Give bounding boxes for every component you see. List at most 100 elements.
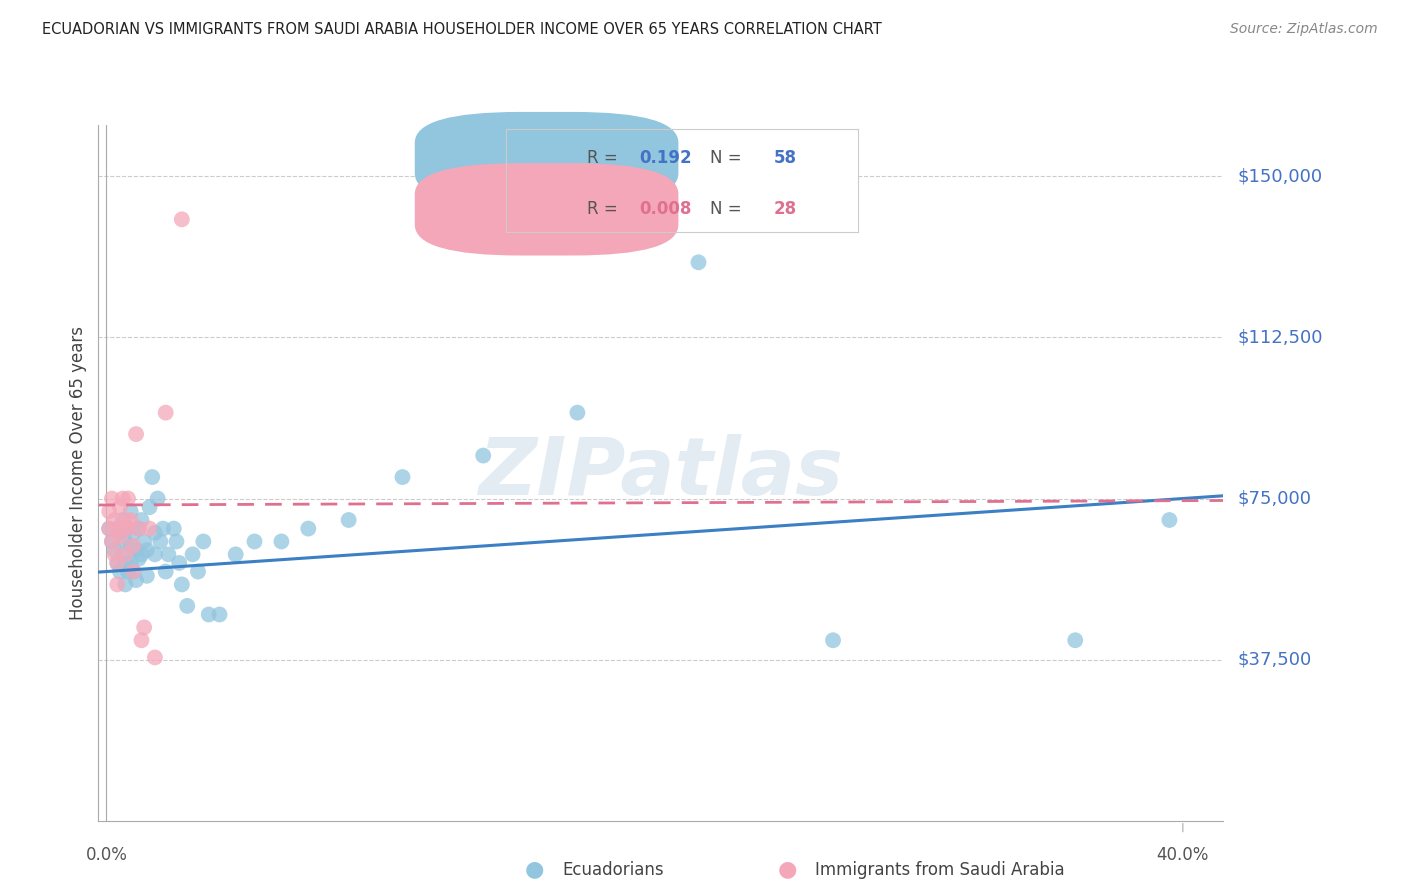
- Text: N =: N =: [710, 201, 747, 219]
- Text: $112,500: $112,500: [1237, 328, 1323, 346]
- Text: R =: R =: [588, 149, 623, 167]
- Point: [155, 565, 177, 579]
- Point: [122, 565, 145, 579]
- Point: [128, 551, 150, 566]
- Point: [193, 534, 215, 549]
- Point: [131, 513, 153, 527]
- Point: [114, 577, 136, 591]
- Point: [157, 547, 180, 561]
- Point: [243, 534, 266, 549]
- Point: [170, 212, 193, 227]
- Point: [98, 522, 121, 536]
- Text: $37,500: $37,500: [1237, 650, 1312, 669]
- Text: ZIPatlas: ZIPatlas: [478, 434, 844, 512]
- Point: [117, 522, 139, 536]
- Text: 58: 58: [773, 149, 796, 167]
- Point: [98, 504, 121, 518]
- Point: [170, 577, 193, 591]
- Text: $75,000: $75,000: [1237, 490, 1312, 508]
- Text: 0.192: 0.192: [640, 149, 692, 167]
- Point: [120, 504, 142, 518]
- Point: [131, 547, 153, 561]
- Point: [111, 491, 134, 506]
- Point: [146, 491, 169, 506]
- Text: ECUADORIAN VS IMMIGRANTS FROM SAUDI ARABIA HOUSEHOLDER INCOME OVER 65 YEARS CORR: ECUADORIAN VS IMMIGRANTS FROM SAUDI ARAB…: [42, 22, 882, 37]
- Text: 40.0%: 40.0%: [1157, 846, 1209, 863]
- Point: [225, 547, 247, 561]
- Point: [143, 525, 166, 540]
- Point: [101, 491, 124, 506]
- Point: [122, 525, 145, 540]
- Point: [125, 543, 148, 558]
- Point: [1064, 633, 1087, 648]
- Point: [108, 565, 131, 579]
- Point: [103, 543, 125, 558]
- Point: [163, 522, 186, 536]
- Point: [135, 569, 157, 583]
- Point: [101, 534, 124, 549]
- Point: [155, 406, 177, 420]
- Point: [108, 530, 131, 544]
- Point: [141, 470, 163, 484]
- Point: [114, 513, 136, 527]
- Point: [125, 427, 148, 442]
- Point: [135, 543, 157, 558]
- Point: [125, 573, 148, 587]
- Point: [128, 522, 150, 536]
- Point: [270, 534, 292, 549]
- Point: [208, 607, 231, 622]
- Text: 28: 28: [773, 201, 796, 219]
- Point: [120, 513, 142, 527]
- Text: Ecuadorians: Ecuadorians: [562, 861, 664, 879]
- Point: [143, 547, 166, 561]
- Point: [821, 633, 844, 648]
- Point: [143, 650, 166, 665]
- Point: [117, 491, 139, 506]
- Point: [117, 522, 139, 536]
- Point: [114, 556, 136, 570]
- Point: [149, 534, 172, 549]
- Text: R =: R =: [588, 201, 623, 219]
- Point: [111, 547, 134, 561]
- Text: ●: ●: [778, 860, 797, 880]
- Point: [122, 539, 145, 553]
- Point: [688, 255, 710, 269]
- Point: [131, 633, 153, 648]
- Point: [197, 607, 219, 622]
- Point: [128, 522, 150, 536]
- Point: [166, 534, 188, 549]
- FancyBboxPatch shape: [415, 163, 678, 255]
- Text: $150,000: $150,000: [1237, 168, 1322, 186]
- Point: [103, 547, 125, 561]
- Point: [122, 565, 145, 579]
- Point: [1159, 513, 1181, 527]
- Point: [187, 565, 209, 579]
- Point: [105, 556, 128, 570]
- Point: [98, 522, 121, 536]
- Text: ●: ●: [524, 860, 544, 880]
- Point: [181, 547, 204, 561]
- Point: [120, 539, 142, 553]
- Point: [567, 406, 589, 420]
- Point: [111, 513, 134, 527]
- Point: [101, 534, 124, 549]
- Point: [472, 449, 495, 463]
- Point: [108, 525, 131, 540]
- Point: [105, 522, 128, 536]
- Point: [117, 565, 139, 579]
- Point: [297, 522, 319, 536]
- Point: [114, 534, 136, 549]
- Point: [105, 556, 128, 570]
- Point: [138, 500, 160, 515]
- Point: [108, 500, 131, 515]
- Text: Immigrants from Saudi Arabia: Immigrants from Saudi Arabia: [815, 861, 1066, 879]
- FancyBboxPatch shape: [415, 112, 678, 204]
- Point: [134, 620, 156, 634]
- Point: [111, 522, 134, 536]
- Y-axis label: Householder Income Over 65 years: Householder Income Over 65 years: [69, 326, 87, 620]
- Text: Source: ZipAtlas.com: Source: ZipAtlas.com: [1230, 22, 1378, 37]
- Point: [103, 513, 125, 527]
- Point: [105, 577, 128, 591]
- Point: [176, 599, 198, 613]
- Point: [138, 522, 160, 536]
